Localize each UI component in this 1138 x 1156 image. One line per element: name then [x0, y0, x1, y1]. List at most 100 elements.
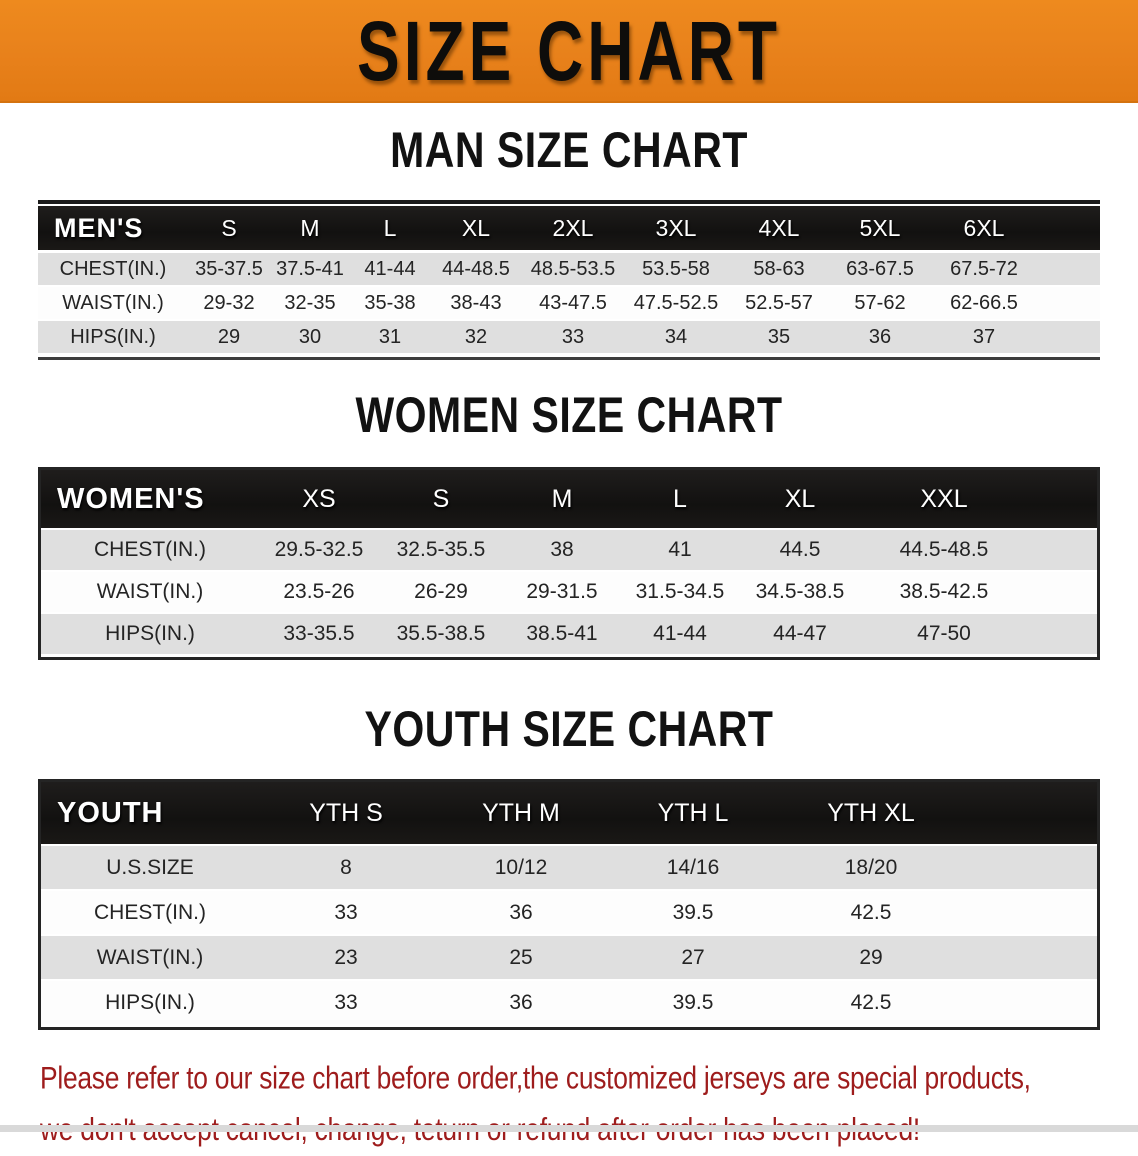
women-row-3-value-3: 38.5-41	[526, 622, 598, 645]
women-row-3-label: HIPS(IN.)	[105, 622, 195, 645]
women-row-1-value-6: 44.5-48.5	[899, 538, 989, 561]
men-size-table: MEN'S S M L XL 2XL 3XL 4XL 5XL 6XL CHEST(IN.) 35-37…	[38, 200, 1100, 360]
youth-row-1-value-4: 18/20	[844, 855, 898, 879]
youth-size-col-2: YTH M	[482, 798, 560, 827]
youth-table-row-3: WAIST(IN.) 23 25 27 29	[41, 936, 1097, 979]
women-row-1-value-2: 32.5-35.5	[396, 538, 486, 561]
men-row-1-value-8: 63-67.5	[846, 257, 914, 280]
men-row-1-value-9: 67.5-72	[950, 257, 1018, 280]
men-row-3-value-9: 37	[972, 325, 996, 348]
men-size-col-6: 3XL	[655, 214, 697, 241]
men-row-3-value-5: 33	[561, 325, 585, 348]
women-row-1-value-4: 41	[668, 538, 692, 561]
men-table-row-2: WAIST(IN.) 29-32 32-35 35-38 38-43 43-47.5 47.…	[38, 287, 1100, 319]
men-table-row-3: HIPS(IN.) 29 30 31 32 33 34 35 36 37	[38, 321, 1100, 353]
women-row-3-value-5: 44-47	[773, 622, 827, 645]
men-size-col-7: 4XL	[758, 214, 800, 241]
men-row-1-value-5: 48.5-53.5	[530, 257, 616, 280]
men-size-col-2: M	[300, 214, 320, 241]
men-row-1-value-2: 37.5-41	[276, 257, 344, 280]
men-row-2-value-3: 35-38	[364, 291, 416, 314]
men-row-2-value-1: 29-32	[203, 291, 255, 314]
youth-row-4-value-3: 39.5	[672, 990, 714, 1014]
size-chart-banner: SIZE CHART	[0, 0, 1138, 103]
women-size-col-1: XS	[302, 484, 336, 513]
women-size-col-2: S	[432, 484, 450, 513]
youth-size-col-4: YTH XL	[827, 798, 915, 827]
women-size-table: WOMEN'S XS S M L XL XXL CHEST(IN.) 29.5-32.5 32.5…	[38, 467, 1100, 660]
youth-table-row-2: CHEST(IN.) 33 36 39.5 42.5	[41, 891, 1097, 934]
men-row-2-value-8: 57-62	[854, 291, 906, 314]
youth-section-heading: YOUTH SIZE CHART	[364, 700, 774, 757]
youth-table-row-4: HIPS(IN.) 33 36 39.5 42.5	[41, 981, 1097, 1024]
men-row-2-label: WAIST(IN.)	[62, 291, 164, 314]
youth-size-col-3: YTH L	[657, 798, 729, 827]
men-size-col-5: 2XL	[552, 214, 594, 241]
men-row-1-value-3: 41-44	[364, 257, 416, 280]
women-row-3-value-1: 33-35.5	[283, 622, 355, 645]
men-row-1-value-6: 53.5-58	[642, 257, 710, 280]
youth-row-2-value-3: 39.5	[672, 900, 714, 924]
youth-size-table: YOUTH YTH S YTH M YTH L YTH XL U.S.SIZE 8 10/12…	[38, 779, 1100, 1030]
youth-row-1-value-3: 14/16	[666, 855, 720, 879]
men-table-label: MEN'S	[54, 212, 144, 243]
youth-row-3-value-3: 27	[681, 945, 705, 969]
youth-row-2-label: CHEST(IN.)	[94, 900, 206, 924]
order-policy-note-line-1: Please refer to our size chart before or…	[40, 1061, 1031, 1096]
women-row-1-value-3: 38	[550, 538, 574, 561]
youth-row-4-value-2: 36	[509, 990, 533, 1014]
youth-row-4-label: HIPS(IN.)	[105, 990, 195, 1014]
youth-row-1-value-1: 8	[340, 855, 352, 879]
women-row-2-value-4: 31.5-34.5	[635, 580, 725, 603]
order-policy-note: Please refer to our size chart before or…	[40, 1054, 1131, 1156]
men-row-3-value-3: 31	[378, 325, 402, 348]
men-table-row-1: CHEST(IN.) 35-37.5 37.5-41 41-44 44-48.5 48.5…	[38, 253, 1100, 285]
youth-table-header-row: YOUTH YTH S YTH M YTH L YTH XL	[41, 782, 1097, 844]
youth-row-4-value-4: 42.5	[850, 990, 892, 1014]
men-row-1-value-4: 44-48.5	[442, 257, 510, 280]
women-table-label: WOMEN'S	[57, 482, 205, 515]
size-chart-content: MAN SIZE CHART MEN'S S M L XL 2XL 3XL 4XL 5XL 6XL…	[0, 122, 1138, 1151]
youth-row-1-value-2: 10/12	[494, 855, 548, 879]
men-row-3-value-6: 34	[664, 325, 688, 348]
women-row-2-value-2: 26-29	[414, 580, 468, 603]
youth-row-3-value-4: 29	[859, 945, 883, 969]
women-table-row-2: WAIST(IN.) 23.5-26 26-29 29-31.5 31.5-34.5 34…	[41, 572, 1097, 612]
women-row-2-label: WAIST(IN.)	[96, 580, 204, 603]
women-row-3-value-2: 35.5-38.5	[396, 622, 486, 645]
women-size-col-4: L	[673, 484, 687, 513]
women-row-2-value-3: 29-31.5	[526, 580, 598, 603]
men-row-2-value-6: 47.5-52.5	[633, 291, 719, 314]
women-table-header-row: WOMEN'S XS S M L XL XXL	[41, 470, 1097, 528]
men-row-3-label: HIPS(IN.)	[70, 325, 156, 348]
women-size-col-5: XL	[784, 484, 816, 513]
youth-row-2-value-1: 33	[334, 900, 358, 924]
men-row-3-value-2: 30	[298, 325, 322, 348]
women-table-row-1: CHEST(IN.) 29.5-32.5 32.5-35.5 38 41 44.5 44.5…	[41, 530, 1097, 570]
men-row-3-value-4: 32	[464, 325, 488, 348]
men-row-1-label: CHEST(IN.)	[59, 257, 167, 280]
youth-table-row-1: U.S.SIZE 8 10/12 14/16 18/20	[41, 846, 1097, 889]
youth-row-2-value-4: 42.5	[850, 900, 892, 924]
men-size-col-8: 5XL	[859, 214, 901, 241]
men-size-col-3: L	[383, 214, 397, 241]
women-table-row-3: HIPS(IN.) 33-35.5 35.5-38.5 38.5-41 41-44 44-…	[41, 614, 1097, 654]
women-row-2-value-1: 23.5-26	[283, 580, 355, 603]
men-row-2-value-4: 38-43	[450, 291, 502, 314]
women-row-2-value-6: 38.5-42.5	[899, 580, 989, 603]
women-row-1-value-1: 29.5-32.5	[274, 538, 364, 561]
youth-size-col-1: YTH S	[309, 798, 383, 827]
youth-row-1-label: U.S.SIZE	[106, 855, 194, 879]
youth-row-3-value-2: 25	[509, 945, 533, 969]
men-row-3-value-7: 35	[767, 325, 791, 348]
youth-row-4-value-1: 33	[334, 990, 358, 1014]
men-row-3-value-8: 36	[868, 325, 892, 348]
women-row-2-value-5: 34.5-38.5	[755, 580, 845, 603]
men-size-col-1: S	[221, 214, 237, 241]
youth-row-3-value-1: 23	[334, 945, 358, 969]
men-row-1-value-1: 35-37.5	[195, 257, 263, 280]
women-size-col-3: M	[551, 484, 573, 513]
women-row-3-value-6: 47-50	[917, 622, 971, 645]
women-row-3-value-4: 41-44	[653, 622, 707, 645]
men-row-2-value-2: 32-35	[284, 291, 336, 314]
